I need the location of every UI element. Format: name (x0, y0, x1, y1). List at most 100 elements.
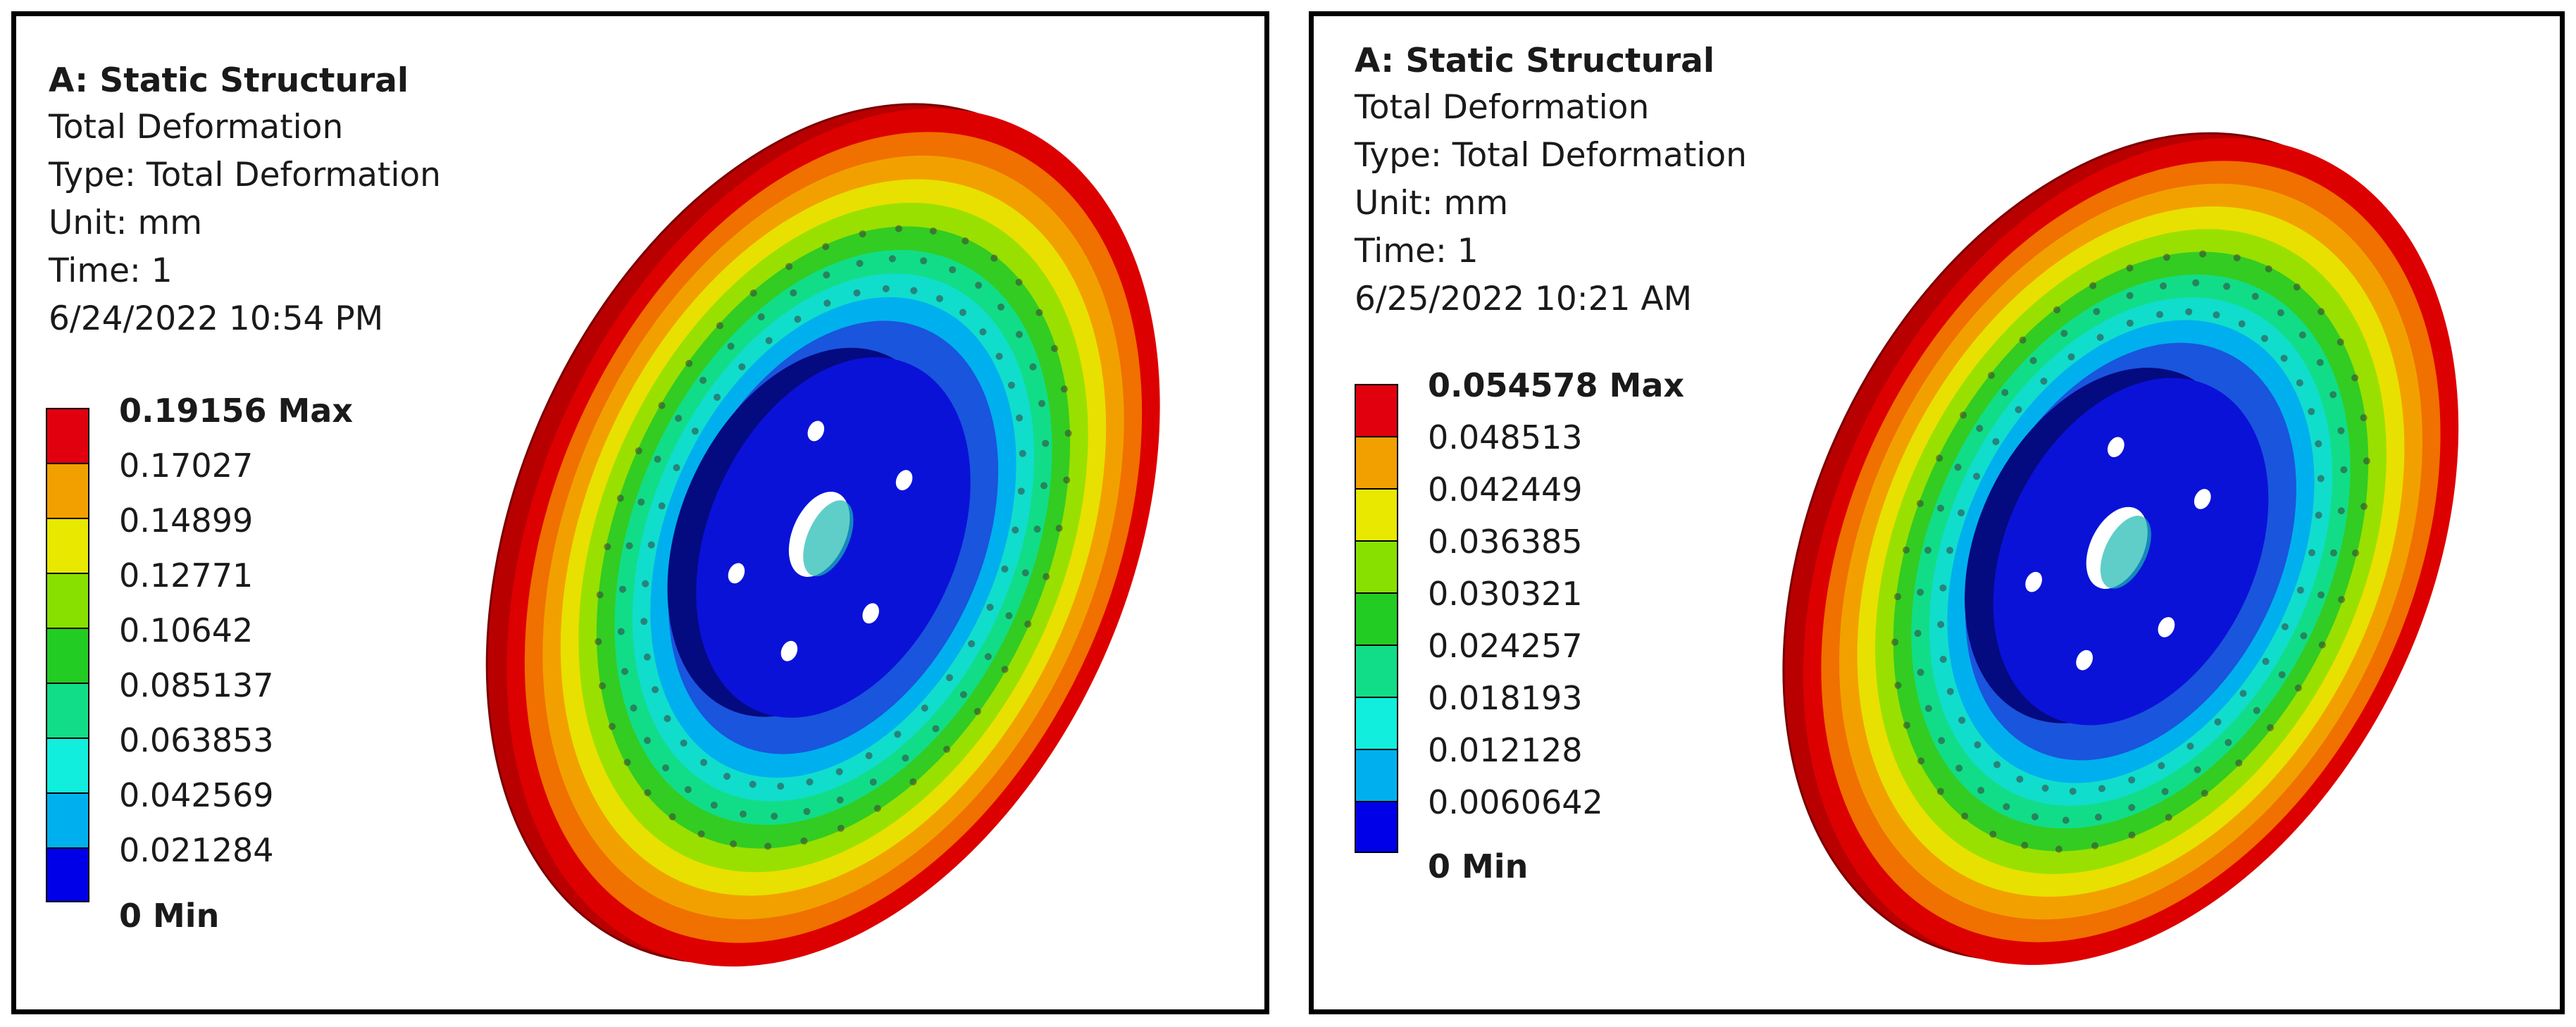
drill-hole (2329, 549, 2337, 556)
legend-swatch (1355, 801, 1398, 853)
drill-hole (990, 254, 998, 262)
drill-hole (2126, 319, 2134, 327)
drill-hole (973, 708, 981, 716)
drill-hole (959, 309, 966, 316)
drill-hole (836, 796, 844, 804)
legend-swatch (46, 628, 89, 683)
drill-hole (2163, 254, 2170, 261)
drill-hole (895, 225, 902, 232)
drill-hole (644, 737, 652, 745)
drill-hole (2069, 788, 2077, 795)
legend-swatch (46, 518, 89, 573)
drill-hole (822, 243, 830, 251)
drill-hole (1946, 687, 1954, 695)
drill-hole (2128, 776, 2136, 784)
drill-hole (2062, 816, 2070, 824)
drill-hole (806, 778, 814, 786)
legend-label: 0.085137 (119, 666, 274, 704)
legend-label: 0.19156 Max (119, 392, 354, 430)
drill-hole (909, 778, 917, 785)
drill-hole (684, 785, 692, 793)
drill-hole (680, 739, 687, 747)
legend-row: 0.085137 (46, 666, 353, 737)
drill-hole (1993, 761, 2001, 768)
legend-row: 0.14899 (46, 502, 353, 573)
legend-row: 0.018193 (1355, 679, 1684, 749)
drill-hole (910, 287, 918, 294)
legend-row: 0.036385 (1355, 523, 1684, 592)
disc-group (485, 103, 1160, 967)
drill-hole (2194, 766, 2201, 773)
drill-hole (2267, 724, 2275, 732)
drill-hole (2281, 623, 2289, 630)
drill-hole (2093, 308, 2101, 316)
legend-row: 0.0060642 (1355, 783, 1684, 853)
legend-row: 0.12771 (46, 556, 353, 628)
result-panel-right: A: Static Structural Total Deformation T… (1309, 11, 2565, 1014)
drill-hole (2239, 690, 2247, 697)
drill-hole (2262, 658, 2270, 666)
drill-hole (2214, 718, 2222, 726)
drill-hole (2308, 408, 2315, 416)
drill-hole (1958, 509, 1965, 517)
drill-hole (1903, 546, 1910, 554)
drill-hole (2317, 591, 2325, 599)
legend-swatch (46, 683, 89, 737)
drill-hole (1917, 668, 1924, 676)
drill-hole (2160, 282, 2167, 290)
drill-hole (2329, 391, 2337, 399)
drill-hole (618, 585, 626, 593)
result-unit: Unit: mm (1355, 184, 1509, 223)
drill-hole (873, 804, 881, 812)
drill-hole (2317, 308, 2325, 316)
drill-hole (1051, 344, 1059, 352)
drill-hole (2001, 389, 2009, 397)
drill-hole (794, 316, 802, 323)
legend-swatch (46, 408, 89, 463)
drill-hole (2158, 762, 2165, 770)
drill-hole (997, 303, 1004, 311)
bolt-hole (2076, 649, 2093, 671)
legend-label: 0.021284 (119, 831, 274, 869)
drill-hole (2260, 335, 2268, 342)
drill-hole (959, 691, 967, 699)
drill-hole (2019, 336, 2027, 344)
center-bore-inner (2100, 516, 2151, 589)
drill-hole (2128, 831, 2136, 839)
result-panel-left: A: Static Structural Total Deformation T… (11, 11, 1269, 1014)
drill-hole (2003, 803, 2010, 811)
drill-hole (2315, 440, 2322, 447)
drill-hole (2360, 414, 2367, 422)
drill-hole (1987, 371, 1995, 379)
drill-hole (2337, 507, 2345, 515)
legend-row: 0.054578 Max (1355, 366, 1684, 436)
drill-hole (882, 285, 890, 292)
legend-row: 0.048513 (1355, 418, 1684, 488)
analysis-title: A: Static Structural (49, 61, 409, 100)
drill-hole (727, 342, 735, 350)
legend-label: 0.0060642 (1428, 783, 1603, 821)
drill-hole (1001, 565, 1009, 573)
drill-hole (929, 227, 937, 235)
legend-min-label: 0 Min (119, 897, 220, 935)
drill-hole (2201, 790, 2208, 797)
drill-hole (749, 780, 757, 788)
drill-hole (2185, 308, 2193, 316)
drill-hole (2223, 282, 2231, 290)
drill-hole (2233, 254, 2241, 261)
drill-hole (2363, 457, 2370, 465)
drill-hole (1001, 666, 1009, 673)
drill-hole (596, 591, 604, 599)
drill-hole (716, 322, 723, 330)
drill-hole (2094, 814, 2102, 821)
drill-hole (1937, 621, 1945, 628)
bolt-hole (862, 603, 879, 624)
drill-hole (823, 271, 830, 279)
drill-hole (710, 802, 718, 809)
bolt-hole (728, 563, 745, 584)
legend-swatch (46, 573, 89, 628)
legend-label: 0.042569 (119, 776, 274, 814)
drill-hole (652, 686, 659, 694)
color-legend: 0.054578 Max 0.048513 0.042449 0.036385 … (1355, 366, 1684, 885)
disc-group (1782, 132, 2459, 965)
